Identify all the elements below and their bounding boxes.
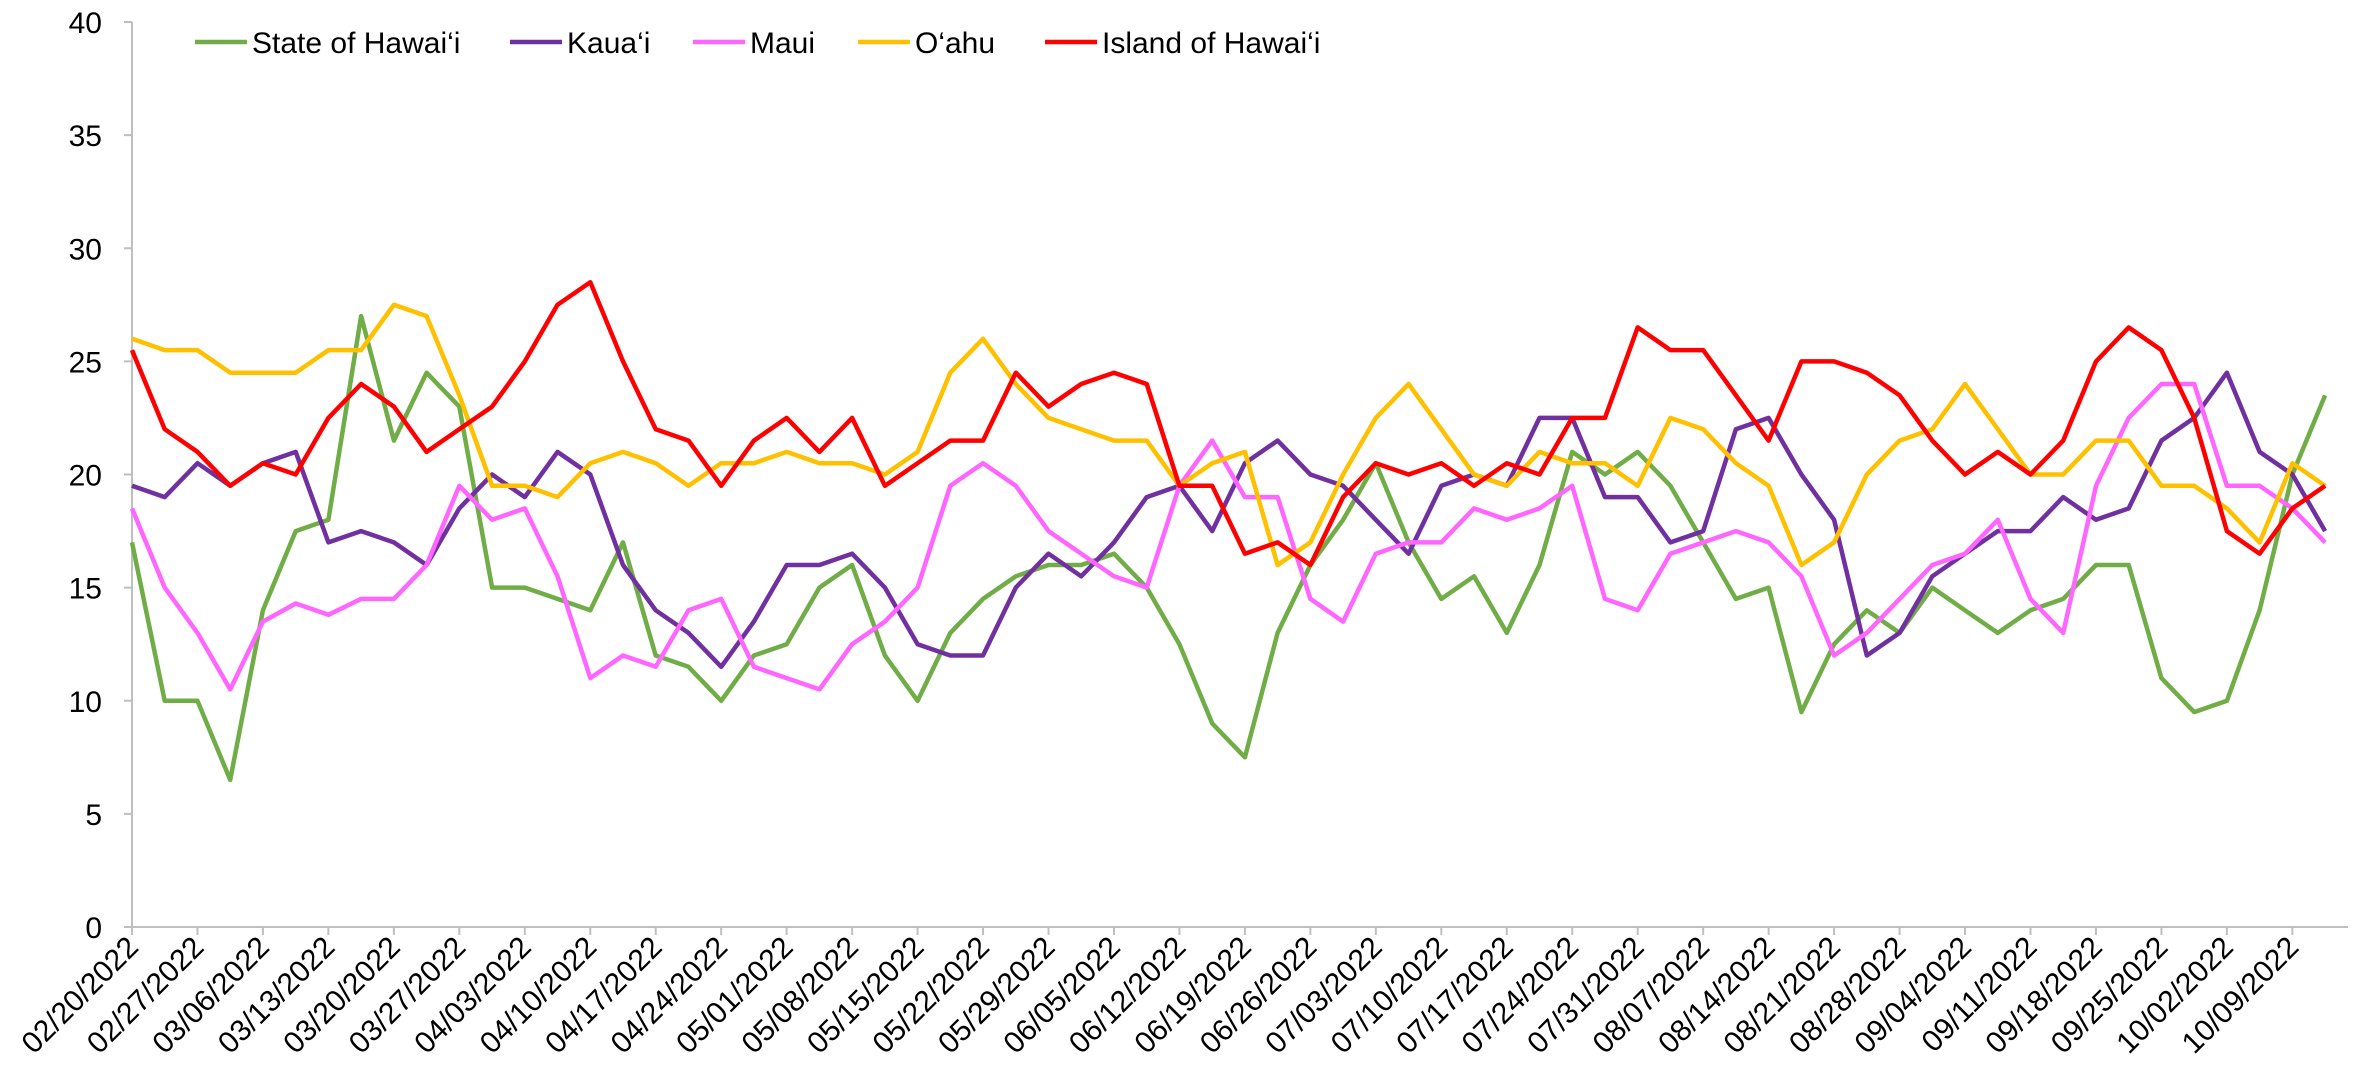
y-tick-label: 0 xyxy=(85,912,102,945)
legend-label: Maui xyxy=(750,27,815,60)
legend-label: Kaua‘i xyxy=(567,27,650,60)
series-line xyxy=(129,279,2327,568)
series-line xyxy=(129,381,2327,692)
y-tick-label: 20 xyxy=(69,460,102,493)
legend-label: Island of Hawai‘i xyxy=(1102,27,1320,60)
y-tick-label: 40 xyxy=(69,7,102,40)
legend-label: O‘ahu xyxy=(915,27,995,60)
y-tick-label: 5 xyxy=(85,799,102,832)
legend-label: State of Hawai‘i xyxy=(252,27,460,60)
y-tick-label: 35 xyxy=(69,120,102,153)
y-tick-label: 30 xyxy=(69,233,102,266)
y-tick-label: 15 xyxy=(69,573,102,606)
series-line xyxy=(129,313,2328,783)
y-tick-label: 25 xyxy=(69,346,102,379)
series-line xyxy=(131,302,2327,568)
y-tick-label: 10 xyxy=(69,686,102,719)
